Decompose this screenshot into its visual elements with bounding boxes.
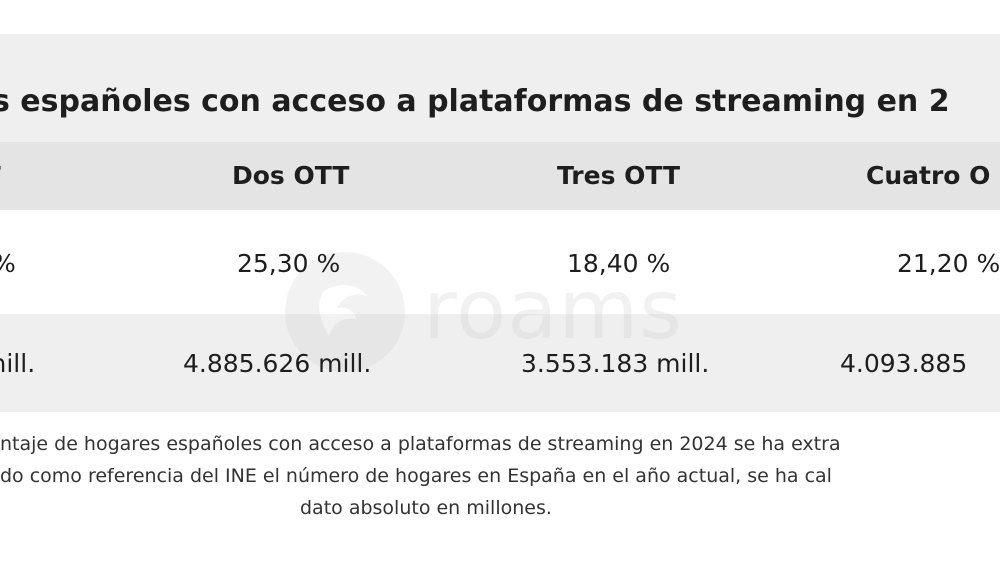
header-one-ott: TT bbox=[0, 160, 1, 192]
cell-two-ott-percent: 25,30 % bbox=[237, 249, 341, 278]
table-row-percent bbox=[0, 210, 1000, 314]
footnote-line-3: dato absoluto en millones. bbox=[300, 497, 552, 519]
title-band bbox=[0, 34, 1000, 142]
header-four-ott: Cuatro O bbox=[866, 161, 991, 190]
table-header-row bbox=[0, 142, 1000, 210]
footnote-line-1: ntaje de hogares españoles con acceso a … bbox=[0, 433, 841, 455]
cell-one-ott-percent: % bbox=[0, 248, 16, 280]
table-title: s españoles con acceso a plataformas de … bbox=[0, 84, 950, 119]
cell-two-ott-absolute: 4.885.626 mill. bbox=[183, 349, 372, 378]
cell-four-ott-absolute: 4.093.885 bbox=[840, 349, 968, 378]
cell-four-ott-percent: 21,20 % bbox=[897, 249, 1000, 278]
cell-three-ott-absolute: 3.553.183 mill. bbox=[521, 349, 710, 378]
top-margin bbox=[0, 0, 1000, 34]
footnote-line-2: do como referencia del INE el número de … bbox=[0, 465, 832, 487]
table-row-absolute bbox=[0, 314, 1000, 412]
cell-one-ott-absolute: mill. bbox=[0, 349, 36, 378]
header-two-ott: Dos OTT bbox=[232, 161, 350, 190]
header-three-ott: Tres OTT bbox=[557, 161, 681, 190]
cell-three-ott-percent: 18,40 % bbox=[567, 249, 671, 278]
